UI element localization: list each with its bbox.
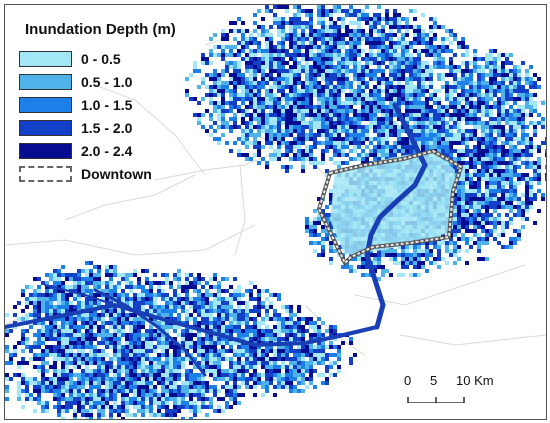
legend: Inundation Depth (m) 0 - 0.5 0.5 - 1.0 1… [19, 21, 176, 186]
legend-item: 0 - 0.5 [19, 48, 176, 69]
legend-item: 1.5 - 2.0 [19, 117, 176, 138]
legend-swatch [19, 119, 72, 136]
scale-line [407, 397, 465, 403]
legend-label: 0 - 0.5 [81, 50, 121, 67]
legend-label: 1.0 - 1.5 [81, 96, 133, 113]
scale-tick-label: 10 Km [456, 373, 494, 388]
scale-tick-label: 0 [404, 373, 412, 388]
legend-item: 2.0 - 2.4 [19, 140, 176, 161]
map-canvas[interactable] [5, 5, 546, 419]
legend-item-downtown: Downtown [19, 163, 176, 184]
scale-tick-label: 5 [430, 373, 438, 388]
legend-swatch [19, 96, 72, 113]
legend-swatch [19, 50, 72, 67]
legend-label: 2.0 - 2.4 [81, 142, 133, 159]
legend-swatch [19, 73, 72, 90]
legend-item: 0.5 - 1.0 [19, 71, 176, 92]
legend-label: Downtown [81, 165, 152, 182]
downtown-swatch [19, 165, 72, 182]
legend-label: 1.5 - 2.0 [81, 119, 133, 136]
legend-title: Inundation Depth (m) [25, 21, 176, 38]
map-frame: Inundation Depth (m) 0 - 0.5 0.5 - 1.0 1… [4, 4, 547, 420]
legend-item: 1.0 - 1.5 [19, 94, 176, 115]
legend-label: 0.5 - 1.0 [81, 73, 133, 90]
river-channel [5, 102, 428, 377]
downtown-boundary [316, 148, 464, 267]
scale-bar: 0 5 10 Km [397, 373, 517, 403]
legend-swatch [19, 142, 72, 159]
